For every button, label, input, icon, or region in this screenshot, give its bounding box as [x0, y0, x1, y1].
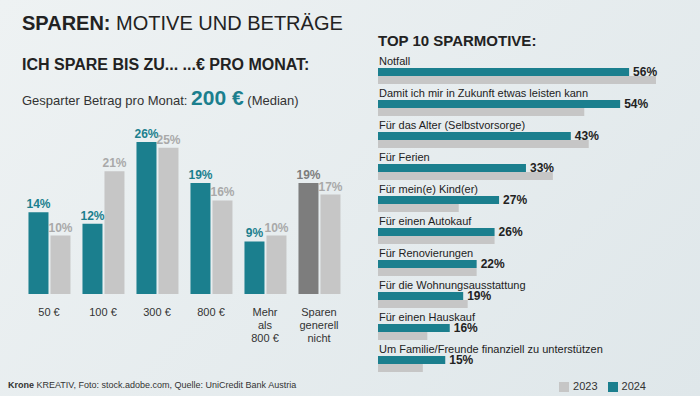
svg-text:12%: 12% [80, 209, 104, 223]
svg-text:21%: 21% [102, 156, 126, 170]
svg-text:Um Familie/Freunde finanziell: Um Familie/Freunde finanziell zu unterst… [379, 343, 603, 355]
svg-text:17%: 17% [318, 180, 342, 194]
html-text:Gesparter Betrag pro Monat: 20: Gesparter Betrag pro Monat: 200 € (Media… [22, 86, 299, 109]
html-text:TOP 10 SPARMOTIVE:: TOP 10 SPARMOTIVE: [378, 32, 537, 49]
svg-text:Sparengenerellnicht: Sparengenerellnicht [299, 306, 338, 344]
svg-text:19%: 19% [467, 289, 491, 303]
svg-text:19%: 19% [188, 168, 212, 182]
svg-text:Notfall: Notfall [379, 55, 410, 67]
svg-text:56%: 56% [633, 65, 657, 79]
svg-text:50 €: 50 € [38, 306, 59, 318]
svg-text:Für einen Autokauf: Für einen Autokauf [379, 215, 472, 227]
svg-text:14%: 14% [26, 197, 50, 211]
svg-text:Für die Wohnungsausstattung: Für die Wohnungsausstattung [379, 279, 526, 291]
svg-text:26%: 26% [134, 127, 158, 141]
svg-text:10%: 10% [48, 221, 72, 235]
svg-text:16%: 16% [454, 321, 478, 335]
html-text:2024: 2024 [621, 379, 646, 392]
html-text:ICH SPARE BIS ZU... ...€ PRO M: ICH SPARE BIS ZU... ...€ PRO MONAT: [22, 56, 310, 73]
html-text:2023: 2023 [573, 379, 598, 392]
svg-text:Für das Alter (Selbstvorsorge): Für das Alter (Selbstvorsorge) [379, 119, 525, 131]
svg-text:Für Renovierungen: Für Renovierungen [379, 247, 473, 259]
svg-text:15%: 15% [449, 353, 473, 367]
svg-text:54%: 54% [624, 97, 648, 111]
svg-text:22%: 22% [481, 257, 505, 271]
svg-text:43%: 43% [575, 129, 599, 143]
svg-text:100 €: 100 € [89, 306, 117, 318]
svg-text:27%: 27% [503, 193, 527, 207]
svg-text:Damit ich mir in Zukunft etwas: Damit ich mir in Zukunft etwas leisten k… [379, 87, 588, 99]
svg-text:25%: 25% [156, 133, 180, 147]
svg-text:16%: 16% [210, 185, 234, 199]
svg-text:19%: 19% [296, 168, 320, 182]
svg-text:10%: 10% [264, 221, 288, 235]
svg-text:300 €: 300 € [143, 306, 171, 318]
html-text:Krone KREATIV, Foto: stock.ado: Krone KREATIV, Foto: stock.adobe.com, Qu… [8, 380, 297, 390]
svg-text:9%: 9% [246, 226, 264, 240]
html-text:SPAREN: MOTIVE UND BETRÄGE: SPAREN: MOTIVE UND BETRÄGE [22, 12, 343, 34]
svg-text:800 €: 800 € [197, 306, 225, 318]
svg-text:Mehrals800 €: Mehrals800 € [251, 306, 279, 344]
svg-text:33%: 33% [530, 161, 554, 175]
svg-text:26%: 26% [499, 225, 523, 239]
svg-text:Für Ferien: Für Ferien [379, 151, 430, 163]
svg-text:Für mein(e) Kind(er): Für mein(e) Kind(er) [379, 183, 478, 195]
svg-text:Für einen Hauskauf: Für einen Hauskauf [379, 310, 475, 323]
